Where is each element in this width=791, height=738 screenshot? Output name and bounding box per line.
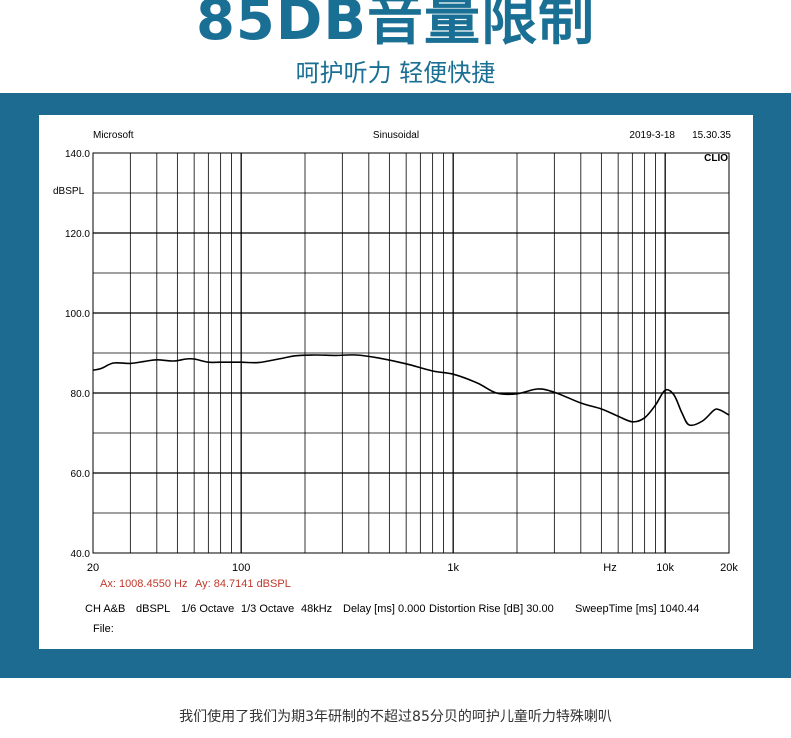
measurement-info-line: CH A&B dBSPL 1/6 Octave 1/3 Octave 48kHz Dela… <box>85 603 699 615</box>
frequency-response-chart: Microsoft Sinusoidal 2019-3-18 15.30.35 … <box>53 130 738 635</box>
info-item: Delay [ms] 0.000 <box>343 603 426 615</box>
info-item: 48kHz <box>301 603 332 615</box>
cursor-x-readout: Ax: 1008.4550 Hz <box>100 578 187 590</box>
x-unit-label: Hz <box>603 562 616 574</box>
response-curve <box>92 354 730 427</box>
x-tick-label: 100 <box>232 562 250 574</box>
signal-label: Sinusoidal <box>373 130 419 141</box>
y-tick-label: 100.0 <box>65 309 90 320</box>
x-tick-label: 1k <box>447 562 459 574</box>
plot-frame <box>92 152 730 554</box>
info-item: Distortion Rise [dB] 30.00 <box>429 603 554 615</box>
cursor-y-readout: Ay: 84.7141 dBSPL <box>195 578 291 590</box>
info-item: dBSPL <box>136 603 170 615</box>
subtitle: 呵护听力 轻便快捷 <box>295 59 496 87</box>
x-tick-label: 20 <box>87 562 99 574</box>
x-tick-label: 20k <box>720 562 738 574</box>
brand-label: Microsoft <box>93 130 134 141</box>
caption-line-1: 我们使用了我们为期3年研制的不超过85分贝的呵护儿童听力特殊喇叭 <box>179 709 612 725</box>
date-label: 2019-3-18 <box>629 130 675 141</box>
y-tick-label: 80.0 <box>71 389 91 400</box>
info-item: SweepTime [ms] 1040.44 <box>575 603 699 615</box>
y-tick-label: 140.0 <box>65 149 90 160</box>
info-item: CH A&B <box>85 603 125 615</box>
x-tick-label: 10k <box>656 562 674 574</box>
time-label: 15.30.35 <box>692 130 731 141</box>
info-item: 1/3 Octave <box>241 603 294 615</box>
file-label: File: <box>93 623 114 635</box>
y-tick-label: 60.0 <box>71 469 91 480</box>
chart-panel: Microsoft Sinusoidal 2019-3-18 15.30.35 … <box>39 115 753 649</box>
clio-logo: CLIO <box>704 153 728 164</box>
y-tick-label: 40.0 <box>71 549 91 560</box>
y-unit-label: dBSPL <box>53 186 85 197</box>
headline: 85DB音量限制 <box>195 0 596 53</box>
y-tick-label: 120.0 <box>65 229 90 240</box>
info-item: 1/6 Octave <box>181 603 234 615</box>
